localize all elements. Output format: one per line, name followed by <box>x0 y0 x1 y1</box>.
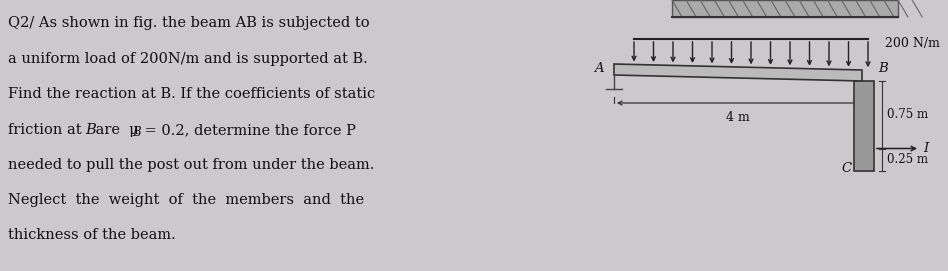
Text: Q2/ As shown in fig. the beam AB is subjected to: Q2/ As shown in fig. the beam AB is subj… <box>8 16 370 30</box>
Text: B: B <box>878 63 887 76</box>
Text: A: A <box>594 63 604 76</box>
Text: friction at: friction at <box>8 123 86 137</box>
Text: needed to pull the post out from under the beam.: needed to pull the post out from under t… <box>8 158 374 172</box>
Text: 200 N/m: 200 N/m <box>885 37 940 50</box>
Text: B: B <box>132 127 140 140</box>
Text: I: I <box>923 142 928 155</box>
Text: are  μ: are μ <box>91 123 138 137</box>
Text: 0.25 m: 0.25 m <box>887 153 928 166</box>
Text: a uniform load of 200N/m and is supported at B.: a uniform load of 200N/m and is supporte… <box>8 52 368 66</box>
Text: Neglect  the  weight  of  the  members  and  the: Neglect the weight of the members and th… <box>8 193 364 207</box>
Text: 0.75 m: 0.75 m <box>887 108 928 121</box>
Polygon shape <box>614 64 862 81</box>
Bar <box>854 81 874 171</box>
Text: = 0.2, determine the force P: = 0.2, determine the force P <box>140 123 356 137</box>
Text: 4 m: 4 m <box>726 111 750 124</box>
Text: thickness of the beam.: thickness of the beam. <box>8 228 175 242</box>
Text: Find the reaction at B. If the coefficients of static: Find the reaction at B. If the coefficie… <box>8 87 375 101</box>
Text: B: B <box>85 123 96 137</box>
Text: C: C <box>842 162 852 175</box>
Bar <box>672 0 898 17</box>
